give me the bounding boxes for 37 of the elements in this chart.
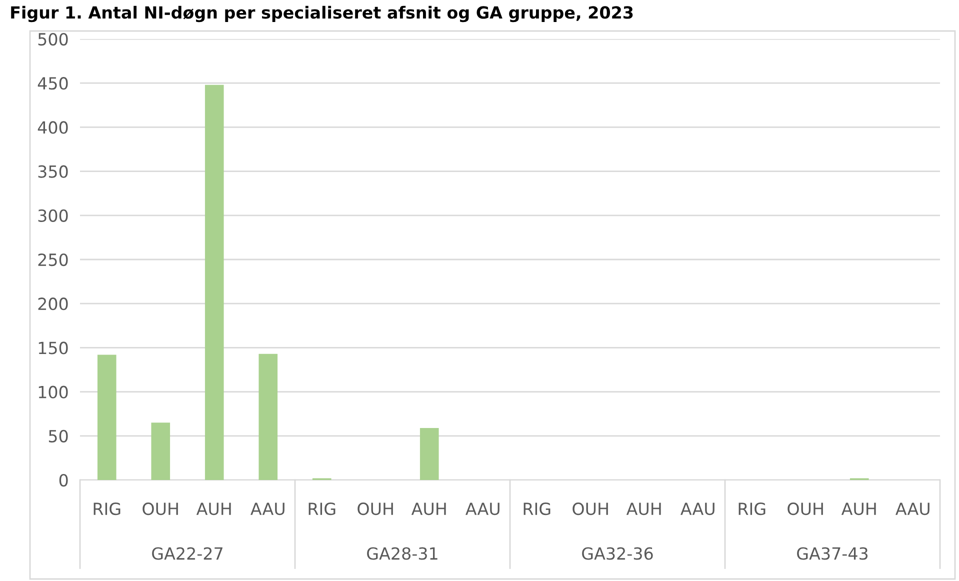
bar bbox=[151, 422, 170, 480]
y-tick-label: 450 bbox=[38, 77, 68, 90]
y-tick-label: 300 bbox=[38, 209, 68, 222]
x-tick-label: RIG bbox=[524, 502, 550, 516]
x-tick-label: AAU bbox=[250, 502, 284, 516]
x-tick-label: AUH bbox=[196, 502, 231, 516]
y-tick-label: 0 bbox=[59, 474, 68, 487]
x-tick-label: AAU bbox=[896, 502, 930, 516]
bar bbox=[204, 84, 224, 480]
bar bbox=[420, 428, 439, 480]
y-tick-label: 150 bbox=[38, 342, 68, 354]
x-tick-label: OUH bbox=[788, 502, 823, 516]
y-tick-label: 50 bbox=[48, 430, 68, 442]
x-tick-label: AUH bbox=[411, 502, 446, 516]
x-tick-label: OUH bbox=[142, 502, 178, 516]
x-tick-label: RIG bbox=[94, 502, 120, 516]
bar bbox=[258, 354, 278, 480]
y-tick-label: 200 bbox=[38, 298, 68, 310]
y-tick-label: 100 bbox=[38, 386, 68, 398]
y-tick-label: 250 bbox=[38, 253, 68, 266]
x-tick-label: AAU bbox=[466, 502, 500, 516]
text: GA32-36 bbox=[582, 547, 653, 560]
x-tick-label: RIG bbox=[308, 502, 336, 516]
x-tick-label: AUH bbox=[841, 502, 876, 516]
x-tick-label: RIG bbox=[738, 502, 766, 516]
y-tick-label: 500 bbox=[38, 32, 68, 46]
x-tick-label: OUH bbox=[358, 502, 393, 516]
x-tick-label: AUH bbox=[626, 502, 661, 516]
x-tick-label: OUH bbox=[572, 502, 608, 516]
x-tick-label: AAU bbox=[680, 502, 714, 516]
bar bbox=[97, 354, 116, 480]
y-tick-label: 350 bbox=[38, 165, 68, 178]
text: GA22-27 bbox=[152, 547, 222, 560]
y-tick-label: 400 bbox=[38, 121, 68, 134]
chart-title: Figur 1. Antal NI-døgn per specialiseret afsnit og GA gruppe, 2023 bbox=[11, 6, 633, 22]
text: GA37-43 bbox=[797, 547, 868, 560]
text: GA28-31 bbox=[367, 547, 438, 560]
